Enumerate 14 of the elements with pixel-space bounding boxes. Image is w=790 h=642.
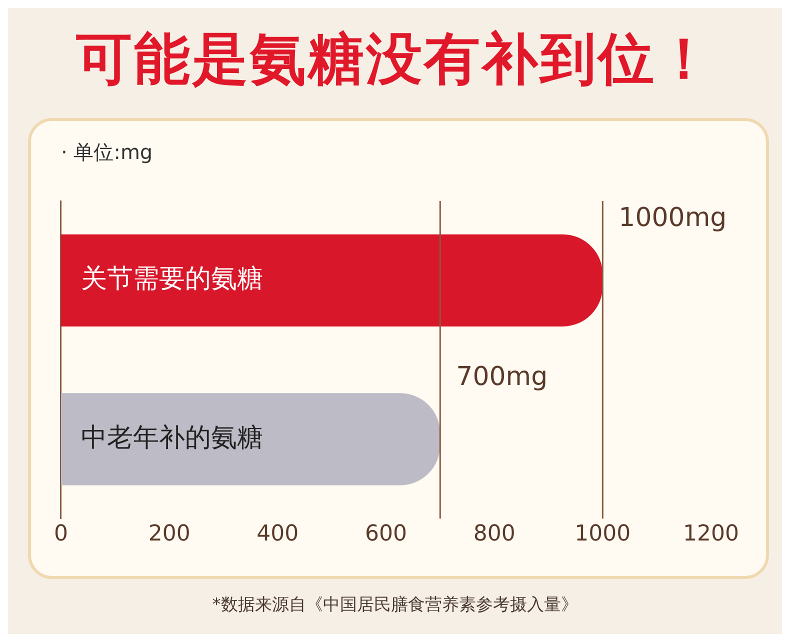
data-label: 1000mg [618,203,727,234]
y-tick-label: 中老年补的氨糖 [81,422,263,453]
chart-title: 可能是氨糖没有补到位！ [75,26,715,94]
x-tick-label: 400 [256,522,299,547]
y-tick-label: 关节需要的氨糖 [81,264,263,294]
data-label: 700mg [456,362,548,392]
x-tick-label: 800 [473,522,516,547]
x-tick-label: 0 [54,522,68,547]
chart-subtitle: · 单位:mg [61,139,153,166]
x-tick-label: 1200 [683,522,739,547]
x-tick-label: 200 [148,522,190,547]
x-tick-label: 1000 [574,522,631,547]
text: *数据来源自《中国居民膳食营养素参考摄入量》 [211,594,579,616]
x-tick-label: 600 [365,522,407,547]
